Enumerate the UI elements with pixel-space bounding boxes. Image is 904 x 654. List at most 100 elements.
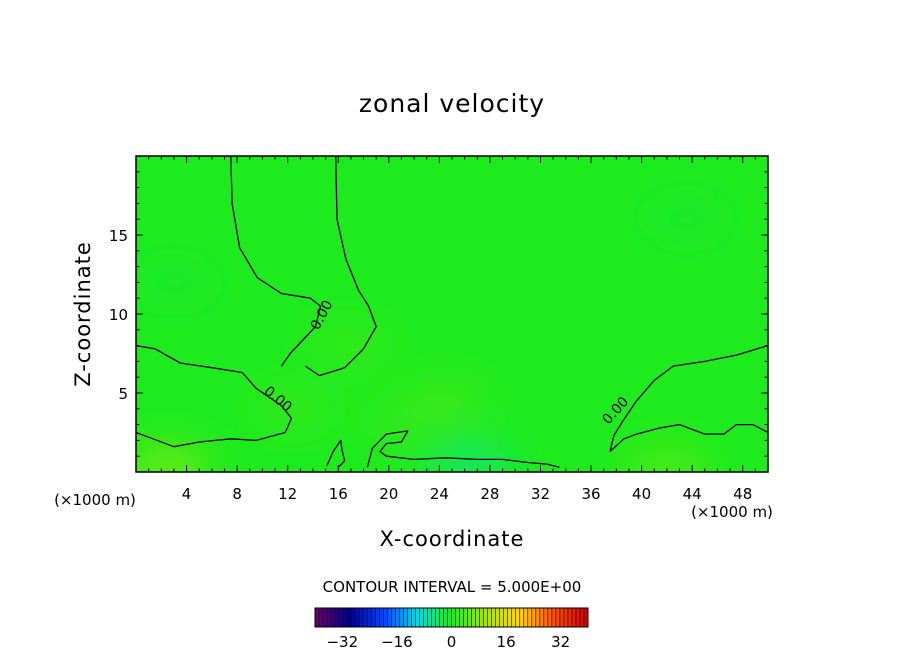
zero-contour-line <box>326 439 346 468</box>
colorbar-cell <box>479 608 484 627</box>
colorbar: −32 −16 0 16 32 <box>314 607 589 651</box>
colorbar-cell <box>491 608 496 627</box>
colorbar-cell <box>319 608 324 627</box>
x-tick-label: 36 <box>581 485 600 503</box>
x-tick-label: 48 <box>733 485 752 503</box>
colorbar-cell <box>435 608 440 627</box>
colorbar-cell <box>451 608 456 627</box>
y-tick-label: 5 <box>118 385 128 403</box>
zero-contour-line <box>230 156 322 367</box>
colorbar-tick-label: 0 <box>447 633 457 651</box>
colorbar-cell <box>515 608 521 627</box>
colorbar-tick-label: 32 <box>551 633 570 651</box>
field-anomaly <box>428 443 513 472</box>
colorbar-cell <box>567 608 573 627</box>
colorbar-tick-label: −16 <box>381 633 413 651</box>
x-tick-label: 16 <box>329 485 348 503</box>
colorbar-cell <box>471 608 476 627</box>
field-anomaly <box>643 197 728 242</box>
colorbar-cell <box>463 608 468 627</box>
colorbar-tick-label: 16 <box>497 633 516 651</box>
x-tick-label: 20 <box>379 485 398 503</box>
colorbar-cell <box>507 608 513 627</box>
colorbar-cell <box>427 608 432 627</box>
colorbar-cell <box>411 608 416 627</box>
zero-contour-line <box>136 344 243 374</box>
colorbar-cell <box>559 608 565 627</box>
x-tick-label: 40 <box>632 485 651 503</box>
colorbar-cell <box>315 608 320 627</box>
y-axis-label: Z-coordinate <box>71 241 95 387</box>
colorbar-cell <box>475 608 480 627</box>
colorbar-cell <box>403 608 408 627</box>
colorbar-cell <box>531 608 537 627</box>
colorbar-cell <box>487 608 492 627</box>
colorbar-cell <box>355 608 360 627</box>
x-tick-label: 28 <box>480 485 499 503</box>
x-tick-label: 12 <box>278 485 297 503</box>
colorbar-cell <box>415 608 420 627</box>
colorbar-cell <box>371 608 376 627</box>
colorbar-cell <box>563 608 569 627</box>
zero-contour-line <box>136 372 293 448</box>
colorbar-cell <box>483 608 488 627</box>
colorbar-cell <box>327 608 332 627</box>
colorbar-frame <box>314 607 589 628</box>
colorbar-cell <box>375 608 380 627</box>
colorbar-cell <box>395 608 400 627</box>
colorbar-cell <box>555 608 561 627</box>
colorbar-cell <box>527 608 533 627</box>
x-tick-label: 44 <box>683 485 702 503</box>
field-anomaly <box>136 260 216 305</box>
colorbar-tick-label: −32 <box>326 633 358 651</box>
field-anomaly <box>136 446 210 472</box>
colorbar-cell <box>459 608 464 627</box>
field-anomaly <box>624 448 709 472</box>
colorbar-cell <box>351 608 356 627</box>
colorbar-cell <box>467 608 472 627</box>
zero-contour-line <box>636 344 768 402</box>
colorbar-cell <box>439 608 444 627</box>
colorbar-cell <box>443 608 448 627</box>
colorbar-cell <box>519 608 525 627</box>
colorbar-cell <box>339 608 344 627</box>
x-axis-label: X-coordinate <box>380 527 525 551</box>
colorbar-cell <box>571 608 577 627</box>
colorbar-cell <box>535 608 541 627</box>
colorbar-cell <box>387 608 392 627</box>
colorbar-cell <box>335 608 340 627</box>
colorbar-cell <box>419 608 424 627</box>
colorbar-cell <box>579 608 585 627</box>
colorbar-cell <box>523 608 529 627</box>
zero-contour-line <box>305 156 377 377</box>
colorbar-cell <box>383 608 388 627</box>
colorbar-cell <box>379 608 384 627</box>
y-axis-unit: (×1000 m) <box>54 491 136 509</box>
colorbar-cell <box>399 608 404 627</box>
colorbar-cell <box>359 608 364 627</box>
chart-title: zonal velocity <box>359 89 545 118</box>
x-tick-label: 24 <box>430 485 449 503</box>
colorbar-cell <box>575 608 581 627</box>
colorbar-cell <box>511 608 517 627</box>
colorbar-cell <box>367 608 372 627</box>
zero-contour-line <box>366 430 560 468</box>
y-tick-label: 10 <box>109 306 128 324</box>
zero-contour-line <box>609 400 638 452</box>
field-anomaly <box>365 399 450 444</box>
colorbar-cell <box>407 608 412 627</box>
colorbar-cell <box>423 608 428 627</box>
colorbar-cell <box>495 608 500 627</box>
x-tick-label: 8 <box>232 485 242 503</box>
colorbar-cell <box>391 608 396 627</box>
colorbar-cell <box>431 608 436 627</box>
x-tick-label: 32 <box>531 485 550 503</box>
x-tick-label: 4 <box>182 485 192 503</box>
colorbar-cell <box>363 608 368 627</box>
colorbar-cell <box>551 608 557 627</box>
x-axis-unit: (×1000 m) <box>691 503 773 521</box>
colorbar-cell <box>455 608 460 627</box>
contour-interval-text: CONTOUR INTERVAL = 5.000E+00 <box>323 578 582 596</box>
